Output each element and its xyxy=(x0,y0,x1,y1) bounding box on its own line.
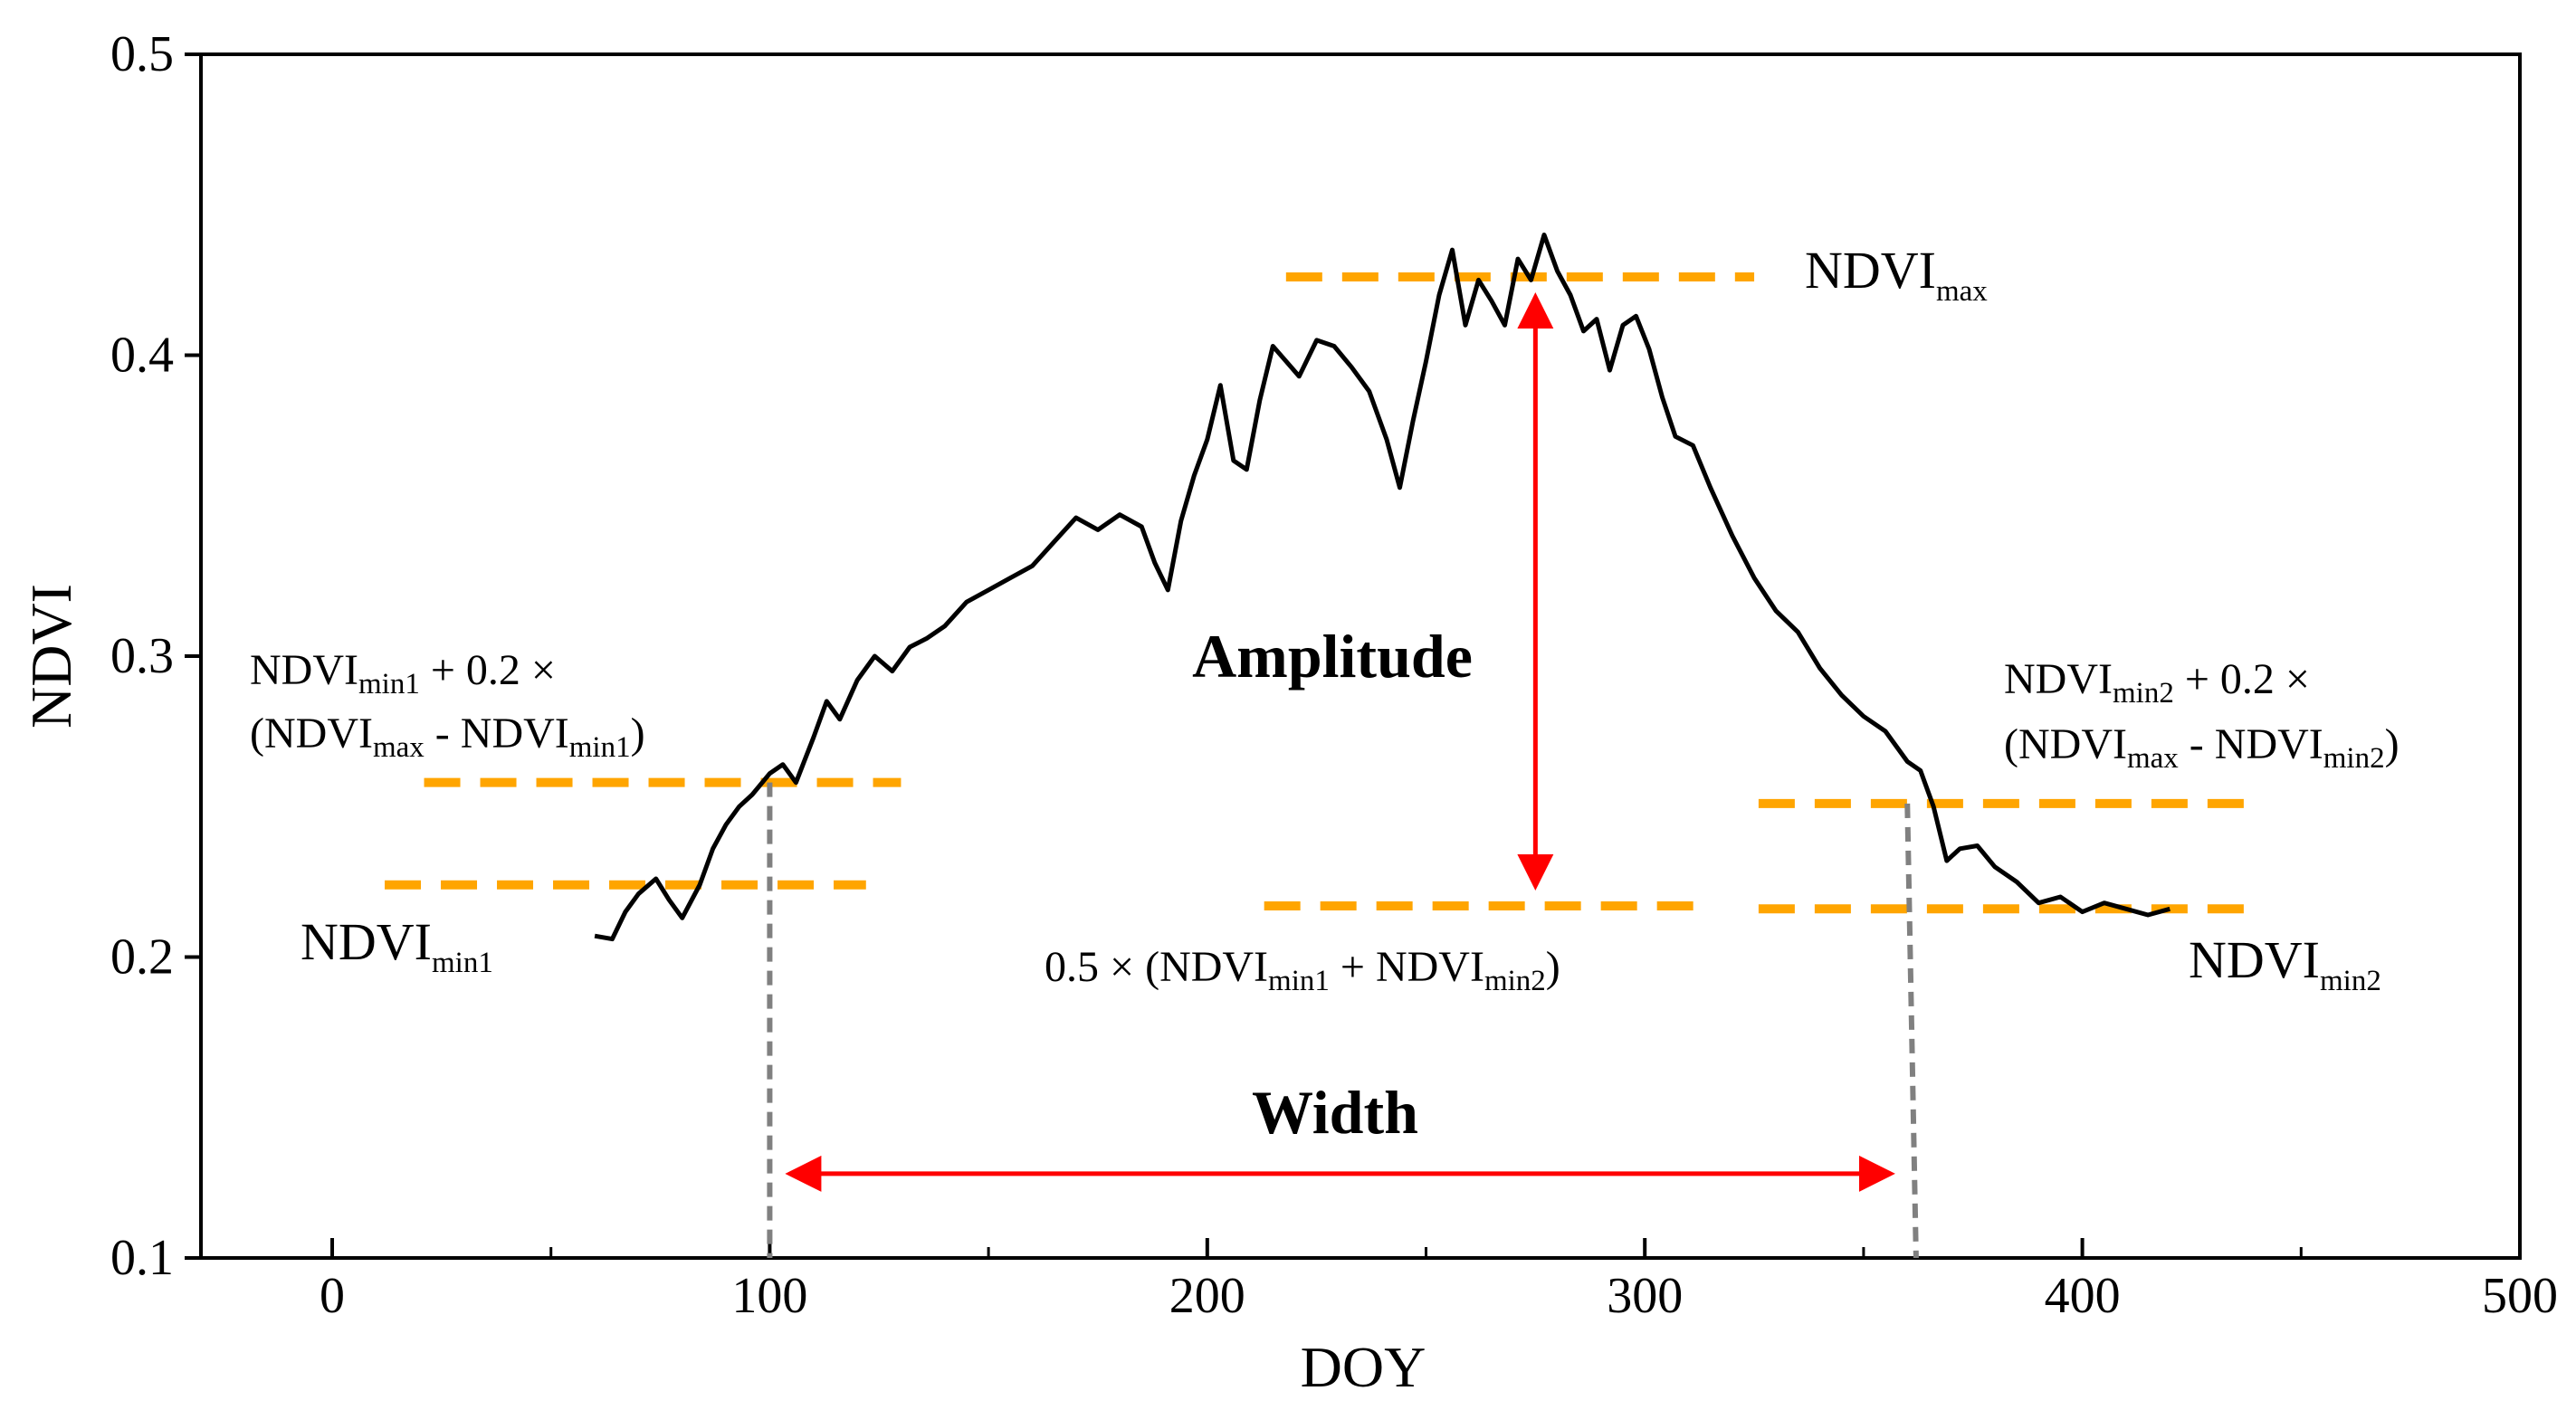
x-tick-label: 500 xyxy=(2482,1268,2558,1324)
x-axis-title: DOY xyxy=(1301,1335,1426,1399)
reference-dashed-lines xyxy=(385,272,2257,914)
x-tick-label: 200 xyxy=(1169,1268,1245,1324)
y-tick-label: 0.2 xyxy=(110,929,174,986)
end-of-season-marker xyxy=(1904,803,1919,1259)
threshold1-label-line1: NDVImin1 + 0.2 × xyxy=(250,646,556,700)
mean-min-label: 0.5 × (NDVImin1 + NDVImin2) xyxy=(1045,943,1560,997)
y-axis-title: NDVI xyxy=(19,584,83,729)
y-tick-label: 0.3 xyxy=(110,628,174,684)
threshold2-label-line1: NDVImin2 + 0.2 × xyxy=(2004,655,2310,710)
ndvi-min2-label: NDVImin2 xyxy=(2189,930,2381,997)
x-tick-label: 0 xyxy=(320,1268,345,1324)
y-tick-label: 0.1 xyxy=(110,1230,174,1286)
threshold2-label-line2: (NDVImax - NDVImin2) xyxy=(2004,720,2399,775)
x-tick-label: 300 xyxy=(1607,1268,1683,1324)
ndvi-min1-label: NDVImin1 xyxy=(301,912,493,979)
amplitude-label: Amplitude xyxy=(1192,622,1473,691)
x-tick-label: 100 xyxy=(731,1268,807,1324)
y-tick-label: 0.4 xyxy=(110,328,174,384)
y-tick-label: 0.5 xyxy=(110,26,174,82)
y-axis-ticks: 0.1 0.2 0.3 0.4 0.5 xyxy=(110,26,201,1286)
ndvi-max-label: NDVImax xyxy=(1805,241,1988,308)
x-axis-ticks: 0 100 200 300 400 500 xyxy=(320,1238,2558,1324)
x-tick-label: 400 xyxy=(2045,1268,2121,1324)
threshold1-label-line2: (NDVImax - NDVImin1) xyxy=(250,710,645,764)
width-label: Width xyxy=(1252,1078,1418,1147)
ndvi-series-line xyxy=(594,233,2171,942)
